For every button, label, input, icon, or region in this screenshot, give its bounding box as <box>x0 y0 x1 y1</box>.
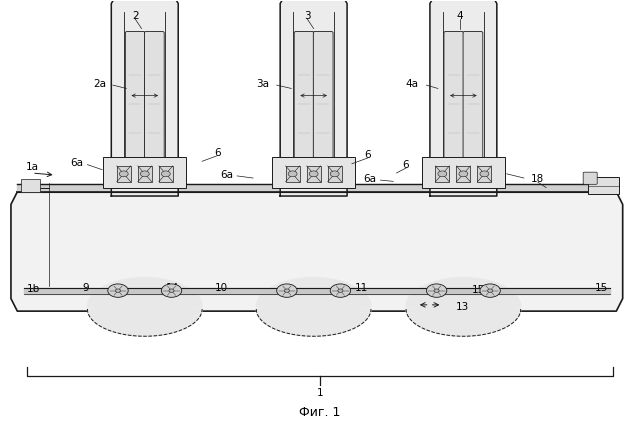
Text: 18: 18 <box>531 174 545 184</box>
Text: 1a: 1a <box>26 162 38 172</box>
Circle shape <box>140 171 149 177</box>
Circle shape <box>284 289 289 292</box>
Text: 11: 11 <box>355 283 368 293</box>
Bar <box>456 166 470 182</box>
FancyBboxPatch shape <box>145 32 164 160</box>
Text: 3: 3 <box>304 11 310 21</box>
Polygon shape <box>88 278 202 336</box>
Text: 1b: 1b <box>27 284 40 295</box>
Text: 14: 14 <box>166 283 179 293</box>
Circle shape <box>426 284 447 298</box>
Bar <box>272 157 355 188</box>
Bar <box>307 166 321 182</box>
Circle shape <box>434 289 439 292</box>
Circle shape <box>438 171 447 177</box>
Circle shape <box>330 171 339 177</box>
Text: 3a: 3a <box>256 79 269 89</box>
Text: 13: 13 <box>456 302 469 312</box>
FancyBboxPatch shape <box>444 32 464 160</box>
FancyBboxPatch shape <box>583 172 597 184</box>
Polygon shape <box>406 278 521 336</box>
Text: 6a: 6a <box>220 170 233 180</box>
Text: 6: 6 <box>403 160 410 170</box>
Text: 6a: 6a <box>70 157 83 168</box>
Text: 4: 4 <box>457 11 463 21</box>
Bar <box>422 157 505 188</box>
Bar <box>138 166 152 182</box>
Circle shape <box>338 289 343 292</box>
Circle shape <box>488 289 493 292</box>
FancyBboxPatch shape <box>294 32 314 160</box>
Circle shape <box>480 284 500 298</box>
Text: 6: 6 <box>364 150 371 160</box>
Bar <box>477 166 492 182</box>
Bar <box>103 157 186 188</box>
Text: 7: 7 <box>498 167 504 177</box>
Polygon shape <box>430 0 497 196</box>
Circle shape <box>161 284 182 298</box>
Polygon shape <box>11 192 623 311</box>
Text: 15a: 15a <box>472 285 491 295</box>
FancyBboxPatch shape <box>463 32 483 160</box>
Circle shape <box>459 171 468 177</box>
Text: 6: 6 <box>215 148 221 158</box>
Polygon shape <box>280 0 347 196</box>
Bar <box>285 166 300 182</box>
Circle shape <box>288 171 297 177</box>
Bar <box>159 166 173 182</box>
Circle shape <box>330 284 351 298</box>
Circle shape <box>161 171 170 177</box>
Circle shape <box>309 171 318 177</box>
Circle shape <box>119 171 128 177</box>
Bar <box>588 177 620 194</box>
Bar <box>116 166 131 182</box>
Text: 15: 15 <box>595 283 608 293</box>
Text: Фиг. 1: Фиг. 1 <box>300 406 340 419</box>
Text: 2a: 2a <box>93 79 107 89</box>
FancyBboxPatch shape <box>125 32 145 160</box>
FancyBboxPatch shape <box>314 32 333 160</box>
Bar <box>435 166 449 182</box>
Text: 9: 9 <box>83 283 90 293</box>
Bar <box>20 179 40 192</box>
Circle shape <box>108 284 128 298</box>
Bar <box>328 166 342 182</box>
Circle shape <box>276 284 297 298</box>
Text: 4a: 4a <box>406 79 419 89</box>
Polygon shape <box>111 0 178 196</box>
Circle shape <box>169 289 174 292</box>
Text: 10: 10 <box>215 283 228 293</box>
Circle shape <box>115 289 120 292</box>
Text: 6a: 6a <box>364 174 376 184</box>
Text: 1: 1 <box>317 388 323 398</box>
Circle shape <box>480 171 489 177</box>
Text: 2: 2 <box>132 11 138 21</box>
Polygon shape <box>256 278 371 336</box>
